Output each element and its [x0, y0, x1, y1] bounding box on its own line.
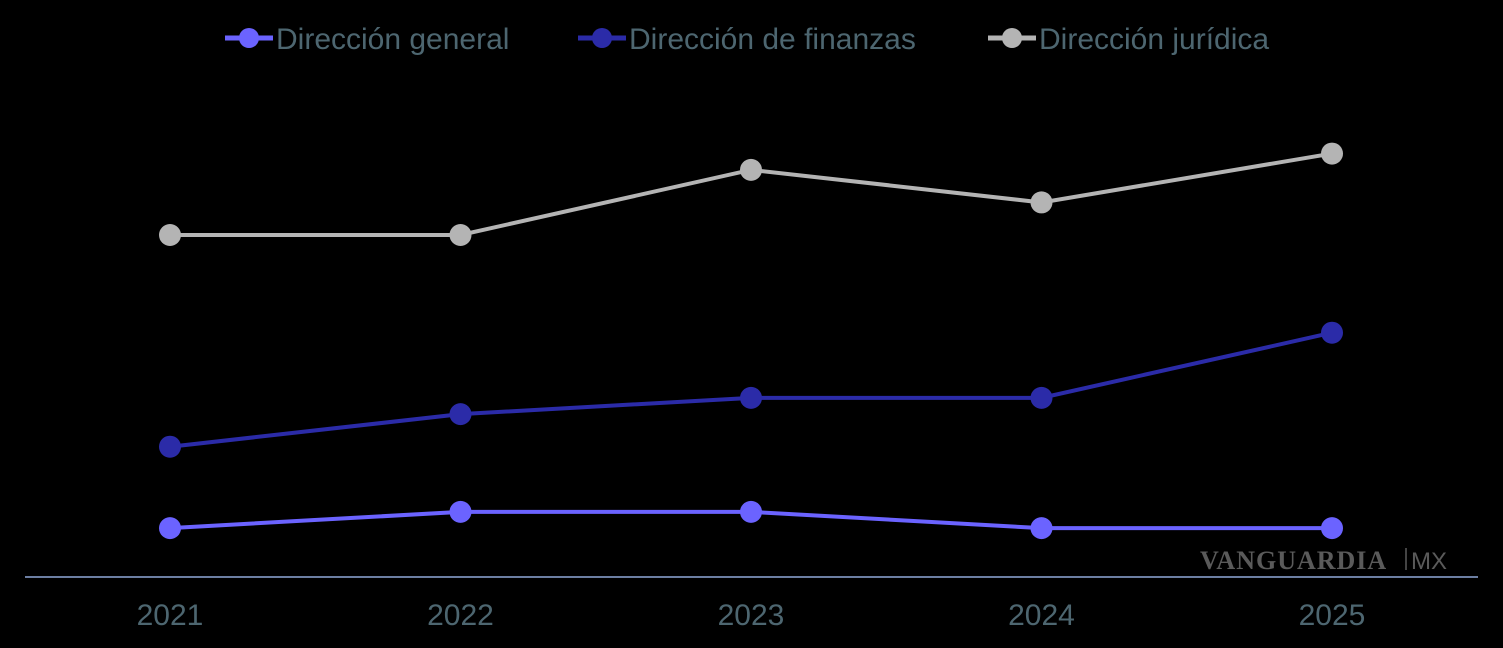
x-tick-label: 2022 — [427, 599, 494, 632]
data-point[interactable] — [1321, 321, 1343, 344]
legend-marker-icon — [592, 28, 612, 48]
legend: Dirección general Dirección de finanzas Di… — [225, 23, 1269, 56]
legend-label: Dirección de finanzas — [629, 23, 916, 56]
x-tick-label: 2025 — [1299, 599, 1366, 632]
vanguardia-watermark: VANGUARDIA MX — [1200, 546, 1447, 575]
x-tick-label: 2021 — [137, 599, 204, 632]
watermark-brand: VANGUARDIA — [1200, 546, 1387, 575]
data-point[interactable] — [449, 403, 472, 426]
data-point[interactable] — [1030, 386, 1053, 409]
legend-label: Dirección general — [276, 23, 509, 56]
data-point[interactable] — [1321, 517, 1343, 540]
series-1 — [159, 321, 1343, 458]
x-axis-ticks: 2021 2022 2023 2024 2025 — [137, 599, 1366, 632]
legend-item[interactable]: Dirección general — [225, 23, 509, 56]
legend-item[interactable]: Dirección jurídica — [988, 23, 1269, 56]
series-2 — [159, 142, 1343, 246]
data-point[interactable] — [740, 158, 762, 181]
x-tick-label: 2024 — [1008, 599, 1075, 632]
data-point[interactable] — [740, 386, 762, 409]
watermark-suffix: MX — [1411, 548, 1447, 575]
x-tick-label: 2023 — [718, 599, 785, 632]
legend-marker-icon — [239, 28, 259, 48]
data-point[interactable] — [740, 500, 762, 523]
data-point[interactable] — [159, 435, 181, 458]
legend-marker-icon — [1002, 28, 1022, 48]
series-lines — [159, 142, 1343, 540]
data-point[interactable] — [1030, 517, 1053, 540]
data-point[interactable] — [159, 517, 181, 540]
data-point[interactable] — [449, 224, 472, 246]
series-0 — [159, 500, 1343, 540]
data-point[interactable] — [1321, 142, 1343, 165]
data-point[interactable] — [159, 224, 181, 246]
data-point[interactable] — [449, 500, 472, 523]
data-point[interactable] — [1030, 191, 1053, 214]
legend-item[interactable]: Dirección de finanzas — [578, 23, 916, 56]
legend-label: Dirección jurídica — [1039, 23, 1269, 56]
